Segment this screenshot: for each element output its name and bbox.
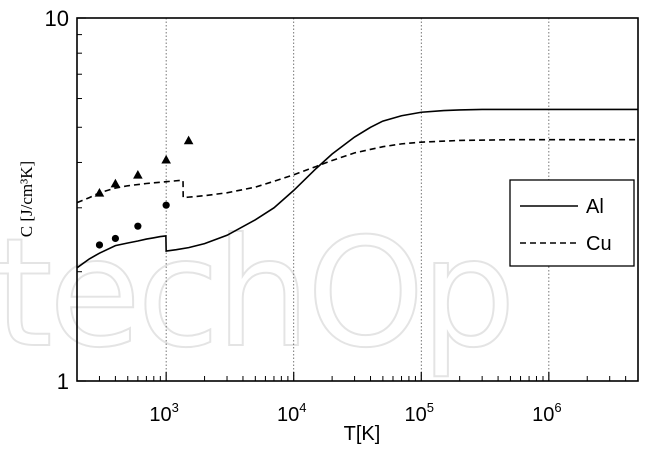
x-tick-label: 105 [405,400,434,426]
legend-box [509,179,635,267]
data-point-circle [111,234,119,243]
data-point-circle [162,201,170,209]
plot-frame [76,17,639,382]
series-layer [76,108,638,269]
x-tick-label: 106 [532,400,561,426]
x-tick-label: 104 [277,400,306,426]
legend-label-al: Al [586,196,604,218]
grid-lines [165,18,550,381]
data-point-circle [134,222,142,230]
data-point-triangle [161,154,171,164]
data-point-triangle [94,187,105,197]
legend: Al Cu [509,179,635,267]
y-tick-label: 10 [45,6,69,31]
data-point-triangle [183,135,194,145]
series-line-cu [76,138,638,204]
marker-layer [94,135,194,249]
series-line-al [76,108,638,269]
legend-label-cu: Cu [586,233,612,255]
data-point-triangle [133,169,143,179]
y-axis-label: C [J/cm³K] [17,161,36,237]
y-tick-label: 1 [57,369,69,394]
data-point-triangle [110,178,121,188]
data-point-circle [95,241,104,249]
watermark: techOp [0,207,512,381]
x-tick-label: 103 [149,400,178,426]
tick-layer: 103 104 105 106 1 10 [45,6,639,426]
x-axis-label: T[K] [344,423,381,445]
